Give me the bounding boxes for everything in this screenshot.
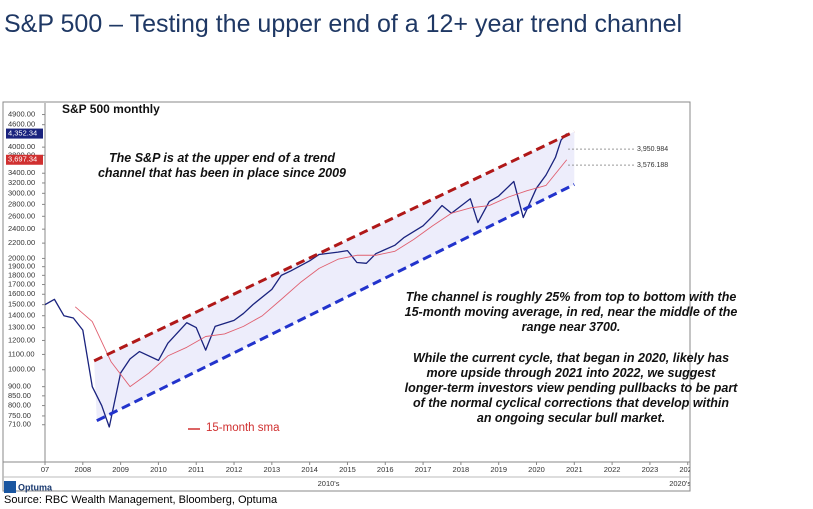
x-tick-label: 2013 xyxy=(264,465,281,474)
plot-area xyxy=(45,130,575,428)
y-tick-label: 1600.00 xyxy=(8,289,35,298)
x-tick-label: 2020 xyxy=(528,465,545,474)
y-tick-label: 3400.00 xyxy=(8,168,35,177)
decade-label: 2010's xyxy=(318,479,340,488)
y-tick-label: 900.00 xyxy=(8,382,31,391)
annotation: The S&P is at the upper end of a trend c… xyxy=(97,151,347,180)
x-tick-label: 2016 xyxy=(377,465,394,474)
y-tick-label: 800.00 xyxy=(8,401,31,410)
x-tick-label: 2010 xyxy=(150,465,167,474)
series-line xyxy=(74,159,568,388)
y-tick-label: 2200.00 xyxy=(8,238,35,247)
channel-fill xyxy=(94,131,575,421)
channel-line xyxy=(93,130,575,363)
legend-label: 15-month sma xyxy=(206,422,280,434)
y-tick-label: 3200.00 xyxy=(8,178,35,187)
decade-label: 2020's xyxy=(669,479,691,488)
x-tick-label: 2018 xyxy=(453,465,470,474)
y-tick-label: 4900.00 xyxy=(8,110,35,119)
x-tick-label: 07 xyxy=(41,465,49,474)
y-tick-label: 750.00 xyxy=(8,411,31,420)
chart-subtitle: S&P 500 monthly xyxy=(62,102,160,116)
annotation: The channel is roughly 25% from top to b… xyxy=(404,290,738,334)
x-tick-label: 2021 xyxy=(566,465,583,474)
y-tick-label: 710.00 xyxy=(8,420,31,429)
x-tick-label: 2017 xyxy=(415,465,432,474)
logo: Optuma xyxy=(18,482,53,492)
level-label: 3,950.984 xyxy=(637,146,668,153)
axes: 4900.004600.004000.003800.003400.003200.… xyxy=(6,110,696,488)
price-label: 3,697.34 xyxy=(8,155,37,164)
y-tick-label: 1000.00 xyxy=(8,365,35,374)
channel-line xyxy=(96,183,575,423)
y-tick-label: 2000.00 xyxy=(8,253,35,262)
y-tick-label: 4000.00 xyxy=(8,142,35,151)
price-label-box xyxy=(6,128,43,139)
x-tick-label: 2008 xyxy=(74,465,91,474)
x-tick-label: 2011 xyxy=(188,465,204,474)
annotation: While the current cycle, that began in 2… xyxy=(404,351,738,425)
price-label-box xyxy=(6,154,43,165)
y-tick-label: 850.00 xyxy=(8,391,31,400)
y-tick-label: 1900.00 xyxy=(8,262,35,271)
x-tick-label: 2024 xyxy=(679,465,696,474)
level-label: 3,576.188 xyxy=(637,162,668,169)
y-tick-label: 2800.00 xyxy=(8,199,35,208)
x-tick-label: 2012 xyxy=(226,465,243,474)
x-tick-label: 2014 xyxy=(301,465,318,474)
x-tick-label: 2023 xyxy=(642,465,659,474)
slide-title: S&P 500 – Testing the upper end of a 12+… xyxy=(4,10,683,38)
y-tick-label: 2400.00 xyxy=(8,224,35,233)
y-tick-label: 1100.00 xyxy=(8,349,35,358)
y-tick-label: 4600.00 xyxy=(8,120,35,129)
source: Source: RBC Wealth Management, Bloomberg… xyxy=(4,494,278,506)
x-tick-label: 2009 xyxy=(112,465,129,474)
y-tick-label: 1800.00 xyxy=(8,270,35,279)
logo-icon xyxy=(4,481,16,493)
x-tick-label: 2019 xyxy=(490,465,507,474)
y-tick-label: 3000.00 xyxy=(8,188,35,197)
x-tick-label: 2022 xyxy=(604,465,621,474)
y-tick-label: 1200.00 xyxy=(8,335,35,344)
y-tick-label: 1700.00 xyxy=(8,280,35,289)
price-label: 4,352.34 xyxy=(8,129,37,138)
y-tick-label: 1400.00 xyxy=(8,311,35,320)
y-tick-label: 2600.00 xyxy=(8,211,35,220)
y-tick-label: 1300.00 xyxy=(8,323,35,332)
series-line xyxy=(45,133,568,428)
x-tick-label: 2015 xyxy=(339,465,356,474)
y-tick-label: 1500.00 xyxy=(8,300,35,309)
